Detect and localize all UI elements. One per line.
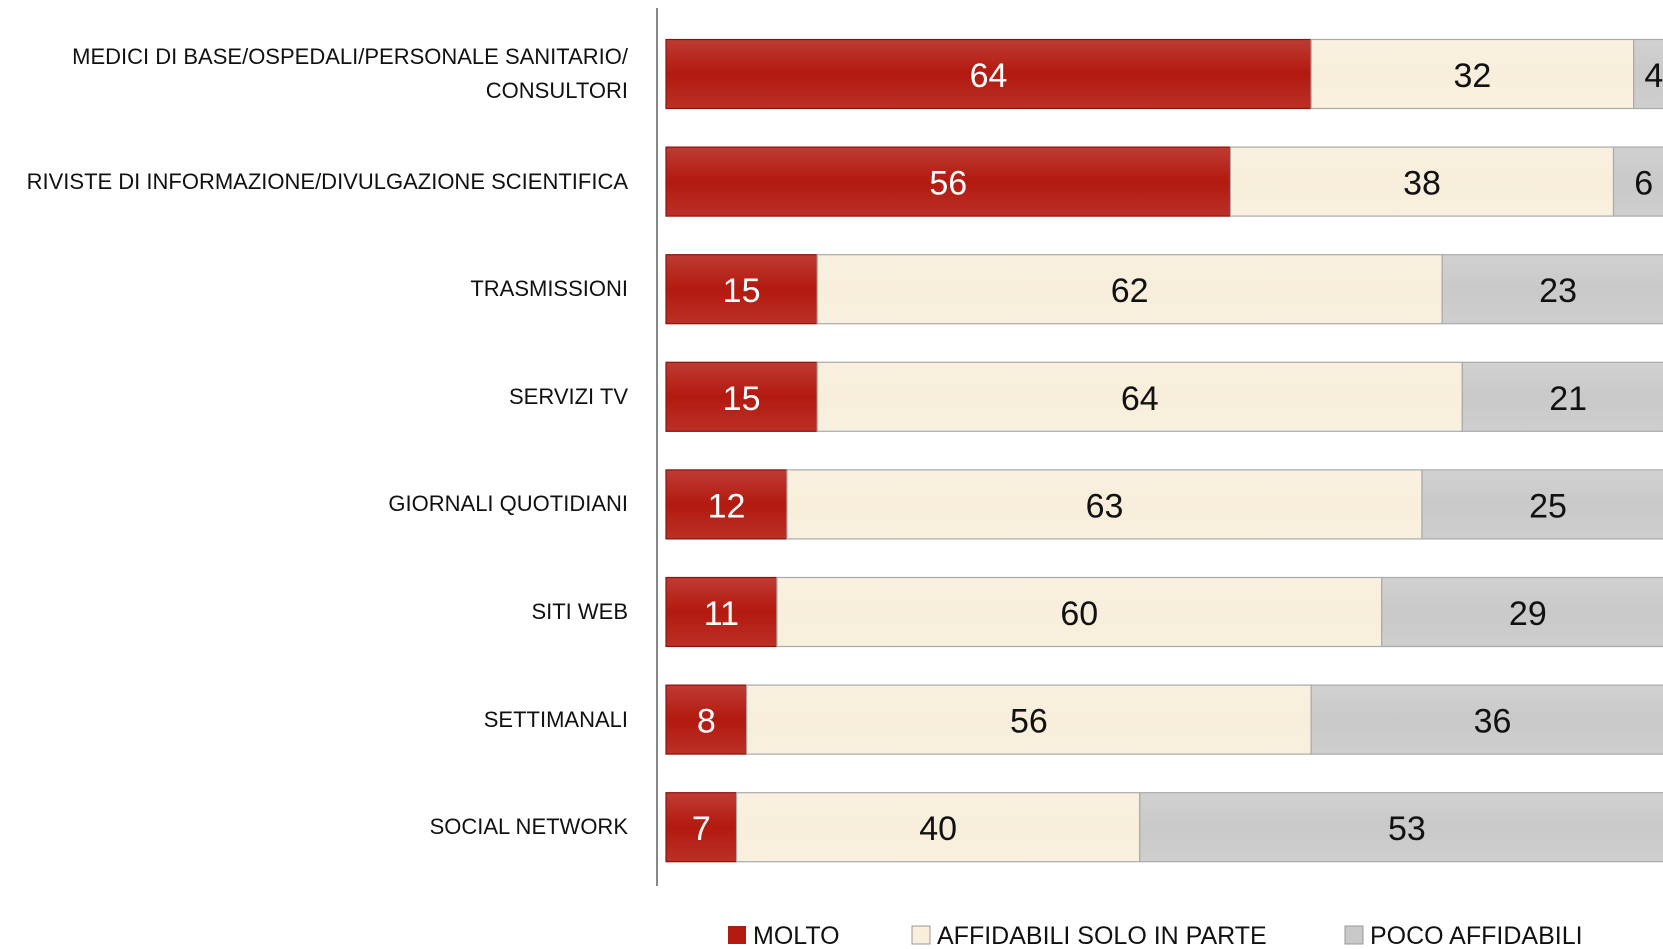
bar-segment [1310,38,1635,110]
value-label: 64 [970,57,1008,95]
category-text: RIVISTE DI INFORMAZIONE/DIVULGAZIONE SCI… [26,168,628,194]
legend-label: AFFIDABILI SOLO IN PARTE [937,922,1267,949]
bar-segment [816,254,1443,325]
bar-segment [1139,792,1663,863]
category-text: GIORNALI QUOTIDIANI [388,491,628,517]
value-label: 4 [1644,57,1663,95]
bar-segment [665,254,818,325]
bar-segment [776,576,1383,648]
bar-segment [786,469,1423,540]
value-label: 21 [1549,380,1587,418]
bar-segment [665,146,1232,217]
bar-segment [665,576,778,648]
value-label: 15 [723,272,761,310]
value-label: 64 [1121,380,1159,418]
category-label: MEDICI DI BASE/OSPEDALI/PERSONALE SANITA… [0,34,628,114]
bar-segment [1461,361,1663,432]
bar-segment [665,38,1312,110]
value-label: 12 [708,487,746,525]
bar-segment [665,469,788,540]
value-label: 6 [1634,165,1653,203]
bar-segment [1381,576,1663,648]
category-label: GIORNALI QUOTIDIANI [0,464,628,544]
category-text: TRASMISSIONI [470,276,628,302]
legend-swatch [1344,925,1364,945]
bar-segment [665,361,818,432]
bar-segment [1421,469,1663,540]
value-label: 62 [1111,272,1149,310]
value-label: 32 [1453,57,1491,95]
value-label: 25 [1529,487,1567,525]
bar-segment [735,792,1141,863]
bar-segment [1441,254,1663,325]
value-label: 38 [1403,165,1441,203]
value-label: 29 [1509,595,1547,633]
legend-swatch [728,926,746,944]
category-text: MEDICI DI BASE/OSPEDALI/PERSONALE SANITA… [72,44,628,103]
bar-segment [665,792,738,863]
bar-segment [1633,38,1663,110]
category-text: SETTIMANALI [483,706,628,732]
bar-segment [816,361,1463,432]
bar-segment [1229,146,1615,217]
bar-segment [665,684,748,755]
value-label: 40 [919,810,957,848]
value-label: 63 [1086,487,1124,525]
value-label: 7 [692,810,711,848]
value-label: 36 [1474,703,1512,741]
category-label: SETTIMANALI [0,680,628,760]
value-label: 53 [1388,810,1426,848]
value-label: 23 [1539,272,1577,310]
value-label: 11 [704,595,739,633]
category-label: RIVISTE DI INFORMAZIONE/DIVULGAZIONE SCI… [0,142,628,222]
value-label: 15 [723,380,761,418]
value-label: 56 [929,165,967,203]
category-text: SERVIZI TV [508,383,628,409]
category-text: SOCIAL NETWORK [429,814,628,840]
legend-swatch [911,925,931,945]
value-label: 60 [1060,595,1098,633]
value-label: 8 [697,703,716,741]
category-text: SITI WEB [531,599,628,624]
value-label: 56 [1010,703,1048,741]
category-label: SOCIAL NETWORK [0,787,628,867]
bar-segment [1310,684,1663,755]
legend-label: MOLTO [753,922,840,949]
bar-segment [1612,146,1663,217]
category-label: SITI WEB [0,572,628,652]
category-label: SERVIZI TV [0,357,628,437]
legend-label: POCO AFFIDABILI [1370,922,1583,949]
category-label: TRASMISSIONI [0,249,628,329]
